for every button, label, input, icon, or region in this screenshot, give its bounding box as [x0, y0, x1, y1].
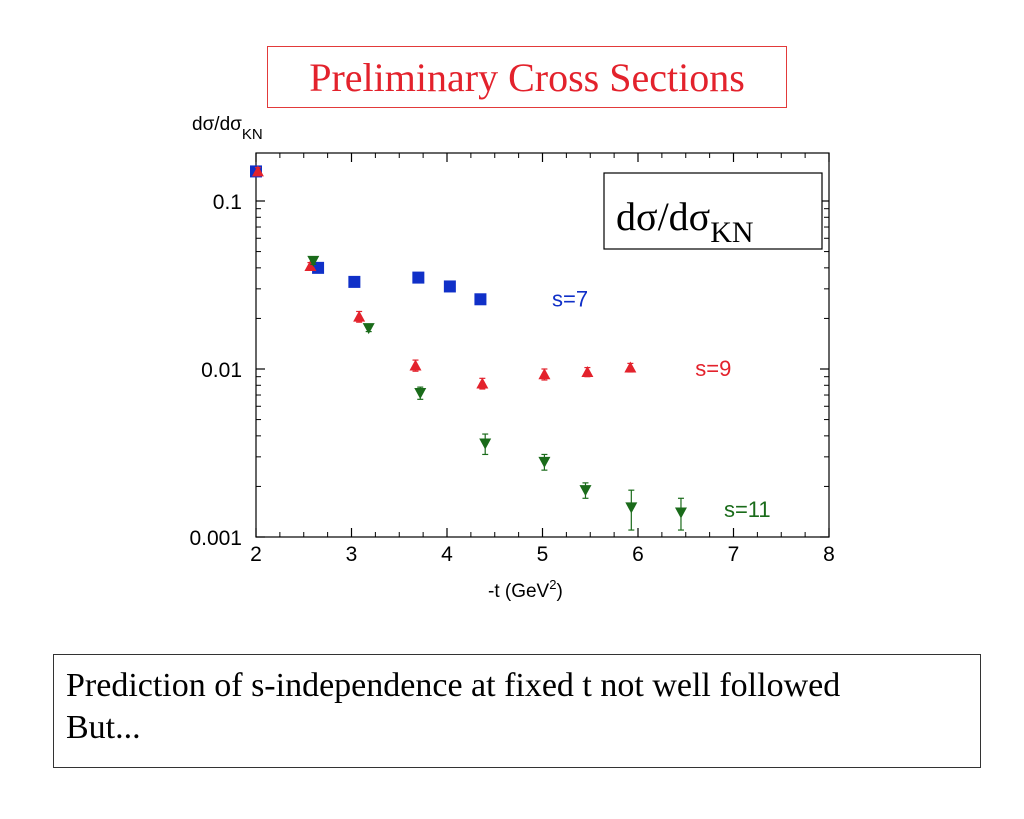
axis-ticks: 2 3 4 5 6 7 8 0.001 0.01 0.1 — [189, 153, 835, 566]
y-tick-label: 0.001 — [189, 527, 242, 550]
series-1 — [250, 165, 487, 306]
series-3 — [307, 255, 687, 531]
y-tick-label: 0.1 — [213, 191, 242, 214]
data-point-triangle-up — [581, 365, 594, 377]
data-point-triangle-up — [353, 310, 366, 322]
data-point-square — [412, 271, 425, 284]
x-tick-label: 5 — [537, 543, 549, 566]
data-marks — [250, 165, 687, 531]
data-point-triangle-up — [304, 260, 317, 272]
series-label: s=7 — [552, 286, 588, 311]
note-line-1: Prediction of s-independence at fixed t … — [66, 667, 841, 704]
data-point-triangle-up — [251, 165, 264, 177]
x-tick-label: 8 — [823, 543, 835, 566]
data-point-triangle-down — [625, 502, 638, 514]
data-point-triangle-up — [476, 377, 489, 389]
data-point-triangle-down — [479, 438, 492, 450]
x-tick-label: 7 — [728, 543, 740, 566]
y-axis-label: dσ/dσKN — [192, 114, 263, 143]
series-label: s=9 — [695, 356, 731, 381]
series-label: s=11 — [724, 497, 771, 522]
y-tick-label: 0.01 — [201, 359, 242, 382]
title-box: Preliminary Cross Sections — [267, 46, 787, 108]
x-tick-label: 3 — [346, 543, 358, 566]
data-point-square — [443, 280, 456, 293]
inset-label: dσ/dσKN — [616, 194, 754, 249]
data-point-triangle-up — [624, 361, 637, 373]
note-line-2: But... — [66, 709, 141, 746]
data-point-triangle-up — [409, 359, 422, 371]
data-point-square — [348, 275, 361, 288]
note-box: Prediction of s-independence at fixed t … — [53, 654, 981, 768]
series-labels: s=7 s=9 s=11 — [552, 286, 771, 522]
page-title: Preliminary Cross Sections — [309, 54, 745, 100]
data-point-triangle-down — [414, 387, 427, 399]
series-2 — [251, 165, 637, 390]
x-axis-label: -t (GeV2) — [488, 577, 563, 602]
data-point-triangle-down — [674, 507, 687, 519]
inset-label-box: dσ/dσKN — [603, 172, 823, 250]
data-point-triangle-down — [579, 485, 592, 497]
x-tick-label: 2 — [250, 543, 262, 566]
data-point-triangle-down — [307, 255, 320, 267]
x-tick-label: 4 — [441, 543, 453, 566]
data-point-triangle-down — [362, 323, 375, 335]
data-point-square — [474, 293, 487, 306]
x-tick-label: 6 — [632, 543, 644, 566]
data-point-triangle-up — [538, 368, 551, 380]
data-point-triangle-down — [538, 456, 551, 468]
